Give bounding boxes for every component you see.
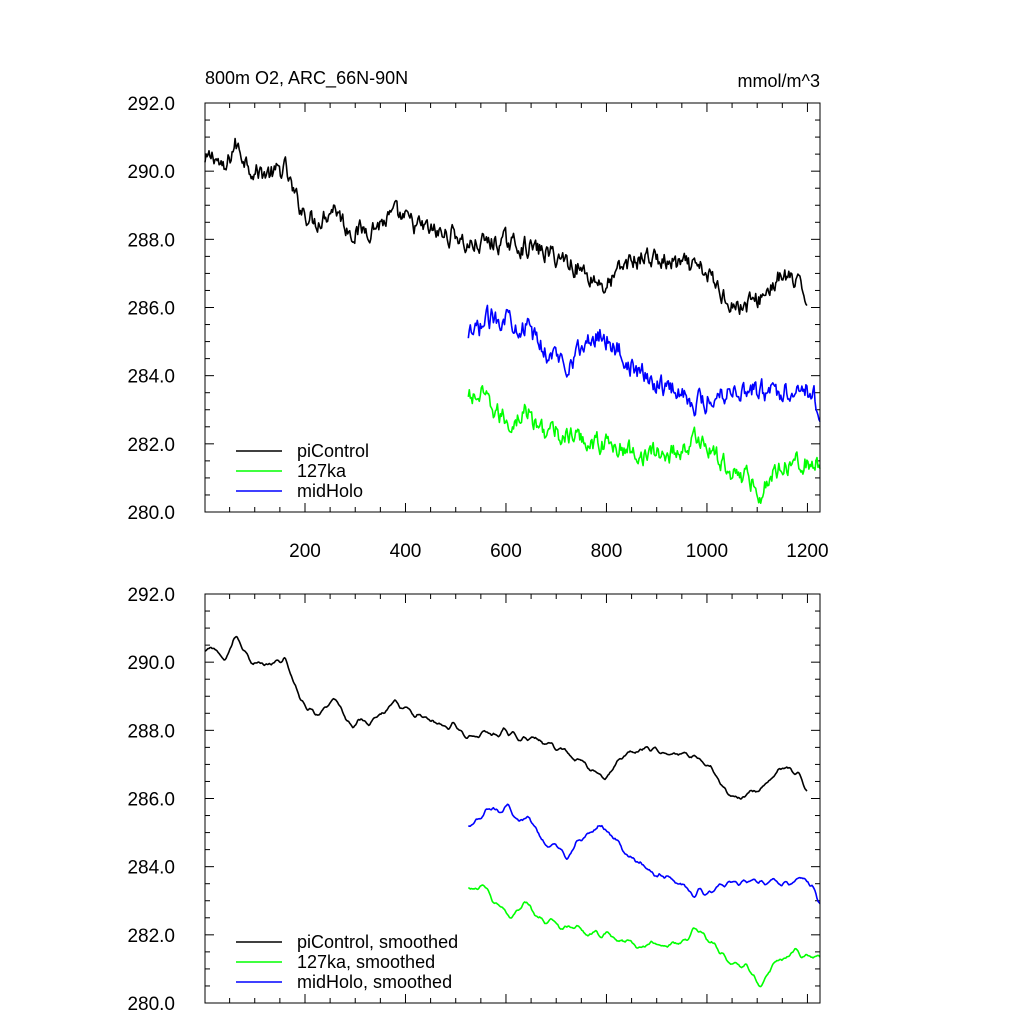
x-tick-label: 800 [591, 541, 623, 562]
top-plot-frame [204, 102, 821, 513]
y-tick-label: 290.0 [127, 162, 175, 183]
top-y-tick-labels: 280.0 282.0 284.0 286.0 288.0 290.0 292.0 [127, 94, 175, 524]
legend-label: 127ka [297, 461, 347, 481]
x-tick-label: 600 [490, 541, 522, 562]
y-tick-label: 292.0 [127, 585, 175, 606]
y-tick-label: 284.0 [127, 858, 175, 879]
top-panel: 800m O2, ARC_66N-90N mmol/m^3 280.0 282.0… [127, 68, 828, 562]
legend-label: midHolo, smoothed [297, 972, 452, 992]
units-label: mmol/m^3 [738, 71, 820, 91]
y-tick-label: 286.0 [127, 790, 175, 811]
bottom-series-group [204, 635, 821, 988]
x-tick-label: 200 [289, 541, 321, 562]
x-tick-label: 1000 [686, 541, 728, 562]
top-x-tick-labels: 200 400 600 800 1000 1200 [289, 541, 828, 562]
top-series-group [204, 137, 821, 504]
y-tick-label: 284.0 [127, 367, 175, 388]
series-line-picontrol [204, 137, 808, 315]
y-tick-label: 288.0 [127, 230, 175, 251]
y-tick-label: 280.0 [127, 503, 175, 524]
y-tick-label: 286.0 [127, 299, 175, 320]
y-tick-label: 282.0 [127, 926, 175, 947]
bottom-plot-frame [204, 593, 821, 1004]
legend-label: piControl [297, 441, 369, 461]
y-tick-label: 292.0 [127, 94, 175, 115]
x-tick-label: 400 [390, 541, 422, 562]
y-tick-label: 282.0 [127, 435, 175, 456]
bottom-y-tick-labels: 280.0 282.0 284.0 286.0 288.0 290.0 292.0 [127, 585, 175, 1015]
chart-title: 800m O2, ARC_66N-90N [205, 68, 408, 89]
bottom-axis-ticks [205, 593, 820, 1004]
top-axis-ticks [205, 102, 820, 513]
legend-label: 127ka, smoothed [297, 952, 435, 972]
legend-label: midHolo [297, 481, 363, 501]
series-line-127ka-smoothed [468, 884, 821, 988]
legend-label: piControl, smoothed [297, 932, 458, 952]
series-line-127ka [467, 385, 821, 504]
series-line-midholo-smoothed [468, 803, 821, 905]
y-tick-label: 290.0 [127, 653, 175, 674]
series-line-picontrol-smoothed [204, 635, 808, 800]
y-tick-label: 280.0 [127, 994, 175, 1015]
x-tick-label: 1200 [786, 541, 828, 562]
y-tick-label: 288.0 [127, 721, 175, 742]
bottom-panel: 280.0 282.0 284.0 286.0 288.0 290.0 292.0 piCo… [127, 585, 821, 1015]
series-line-midholo [467, 304, 821, 423]
